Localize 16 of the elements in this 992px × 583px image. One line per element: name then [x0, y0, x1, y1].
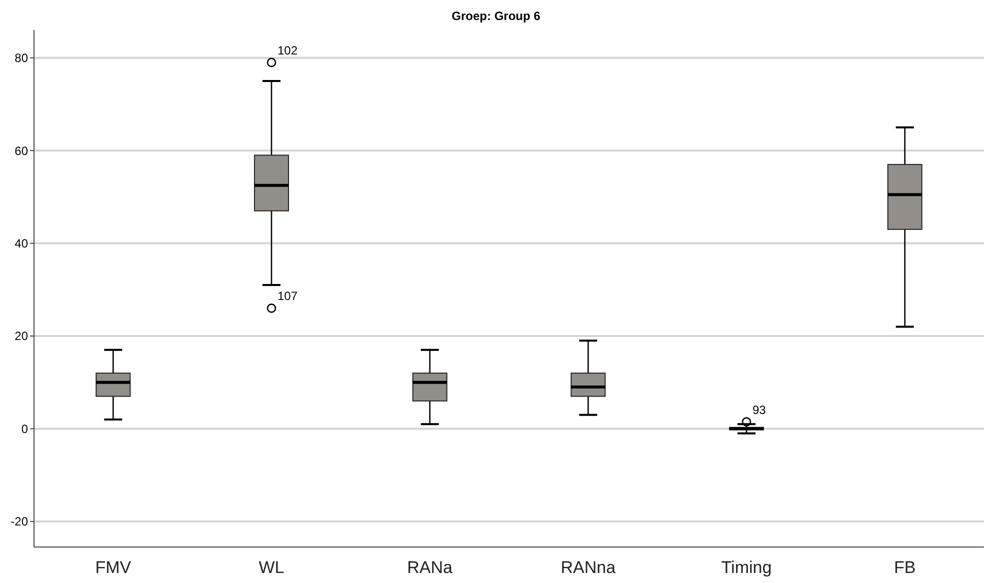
y-tick-label: 80 [14, 51, 28, 66]
x-tick-label: WL [258, 558, 284, 577]
x-tick-label: FB [894, 558, 916, 577]
y-tick-label: 40 [14, 236, 28, 250]
x-tick-label: Timing [721, 558, 772, 577]
chart-title: Groep: Group 6 [452, 9, 541, 23]
x-tick-label: RANna [560, 558, 616, 577]
annotation: 93 [752, 402, 766, 417]
annotation: 107 [278, 289, 298, 304]
y-tick-label: 60 [14, 144, 28, 158]
y-tick-label: 20 [14, 329, 28, 344]
x-tick-label: FMV [95, 558, 132, 577]
x-tick-label: RANa [407, 558, 454, 577]
y-tick-label: -20 [10, 514, 28, 529]
y-tick-label: 0 [21, 422, 28, 436]
annotation: 102 [278, 43, 298, 58]
